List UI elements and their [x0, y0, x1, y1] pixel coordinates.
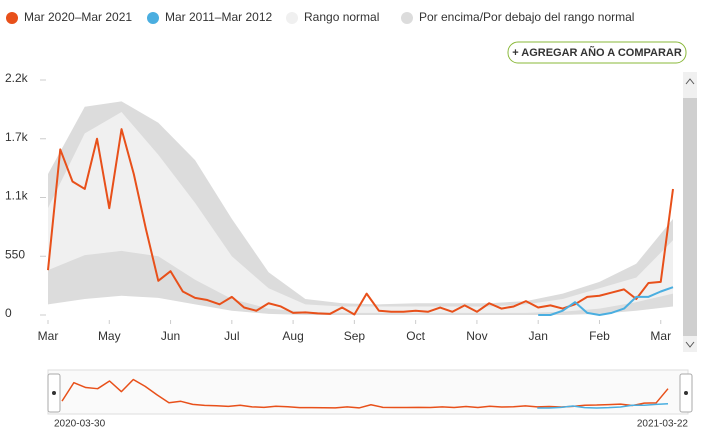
y-tick-label: 1.1k — [5, 189, 29, 203]
compare-button-label[interactable]: + AGREGAR AÑO A COMPARAR — [512, 46, 682, 59]
legend-label: Rango normal — [304, 10, 379, 24]
legend-marker — [147, 12, 159, 24]
compare-button[interactable] — [507, 41, 687, 64]
legend-label: Mar 2020–Mar 2021 — [24, 10, 132, 24]
x-tick-label: Aug — [282, 329, 303, 343]
x-tick-label: Feb — [589, 329, 610, 343]
y-tick-label: 2.2k — [5, 71, 29, 85]
band — [48, 112, 673, 313]
x-tick-label: Nov — [466, 329, 487, 343]
scroll-up[interactable] — [685, 78, 695, 85]
navigator-end: 2021-03-22 — [637, 419, 689, 430]
scrollbar-thumb[interactable] — [683, 98, 697, 336]
x-tick-label: May — [98, 329, 121, 343]
x-tick-label: Mar — [38, 329, 59, 343]
legend-marker — [286, 12, 298, 24]
y-tick-label: 1.7k — [5, 130, 29, 144]
x-tick-label: Jan — [529, 329, 548, 343]
series-line — [538, 286, 674, 316]
plot — [48, 101, 673, 315]
x-tick-label: Jul — [224, 329, 239, 343]
scroll-down[interactable] — [685, 341, 695, 348]
y-tick-label: 0 — [5, 306, 12, 320]
handle-dot — [684, 391, 688, 395]
legend-label: Mar 2011–Mar 2012 — [165, 10, 273, 24]
x-tick-label: Oct — [406, 329, 425, 343]
handle-dot — [52, 391, 56, 395]
legend-marker — [401, 12, 413, 24]
navigator-start: 2020-03-30 — [54, 419, 106, 430]
x-tick-label: Mar — [650, 329, 671, 343]
navigator-line — [537, 402, 669, 409]
x-tick-label: Jun — [161, 329, 180, 343]
legend-label: Por encima/Por debajo del rango normal — [419, 10, 634, 24]
x-tick-label: Sep — [344, 329, 366, 343]
y-tick-label: 550 — [5, 247, 25, 261]
legend-marker — [6, 12, 18, 24]
